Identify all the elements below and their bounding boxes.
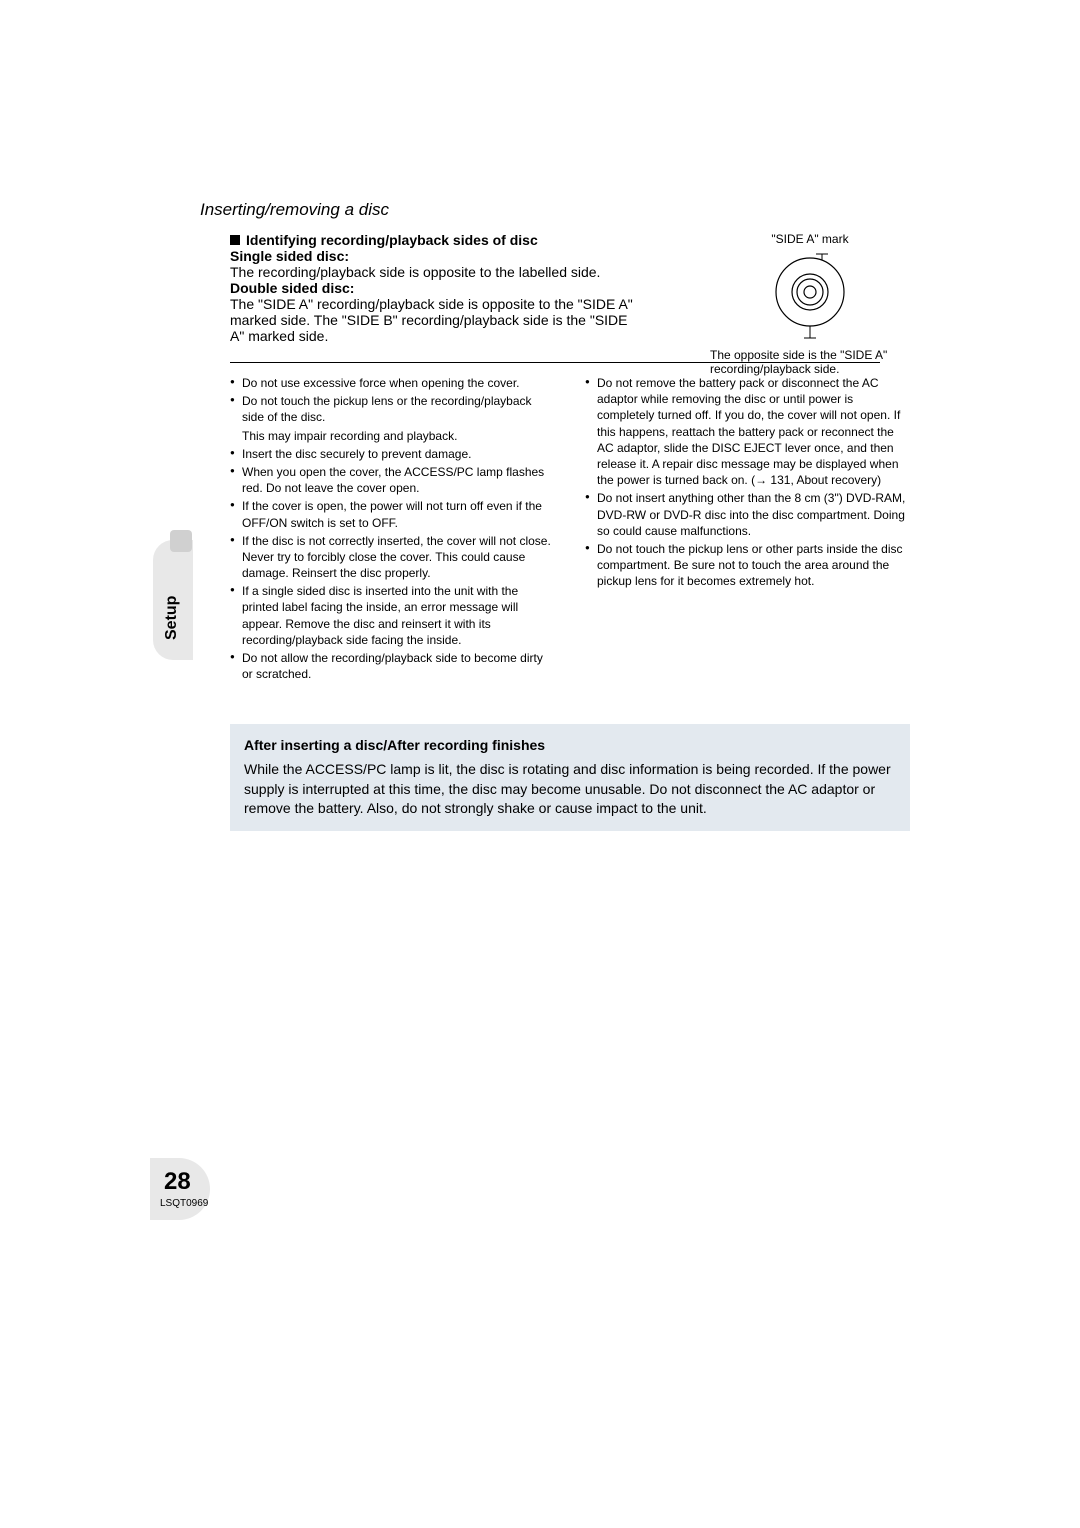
page-title: Inserting/removing a disc	[200, 200, 910, 220]
bullet-square-icon	[230, 235, 240, 245]
right-column: Do not remove the battery pack or discon…	[585, 375, 910, 684]
bullet-item: Do not remove the battery pack or discon…	[585, 375, 910, 488]
bullet-item: When you open the cover, the ACCESS/PC l…	[230, 464, 555, 496]
page-content: Inserting/removing a disc Identifying re…	[0, 0, 1080, 831]
callout-title: After inserting a disc/After recording f…	[244, 736, 896, 756]
bullet-subline: This may impair recording and playback.	[230, 428, 555, 444]
bullet-item: Do not insert anything other than the 8 …	[585, 490, 910, 539]
left-column: Do not use excessive force when opening …	[230, 375, 555, 684]
section-heading: Identifying recording/playback sides of …	[230, 232, 640, 248]
bullet-item: If a single sided disc is inserted into …	[230, 583, 555, 648]
disc-icon	[770, 252, 850, 342]
top-section: Identifying recording/playback sides of …	[200, 232, 910, 344]
disc-figure: "SIDE A" mark The opposite side is the "…	[710, 232, 910, 376]
top-text-block: Identifying recording/playback sides of …	[200, 232, 640, 344]
page-number-badge: 28 LSQT0969	[150, 1158, 220, 1228]
bullet-item: Do not allow the recording/playback side…	[230, 650, 555, 682]
bullet-item: Do not touch the pickup lens or the reco…	[230, 393, 555, 425]
callout-box: After inserting a disc/After recording f…	[230, 724, 910, 830]
figure-mark-label: "SIDE A" mark	[710, 232, 910, 246]
callout-body: While the ACCESS/PC lamp is lit, the dis…	[244, 760, 896, 819]
sidebar-marker	[170, 530, 192, 552]
bullet-item: If the cover is open, the power will not…	[230, 498, 555, 530]
single-sided-label: Single sided disc:	[230, 248, 640, 264]
bullet-item: If the disc is not correctly inserted, t…	[230, 533, 555, 582]
single-sided-text: The recording/playback side is opposite …	[230, 264, 640, 280]
page-code: LSQT0969	[160, 1198, 208, 1209]
bullet-item: Do not use excessive force when opening …	[230, 375, 555, 391]
bullet-item: Do not touch the pickup lens or other pa…	[585, 541, 910, 590]
sidebar-label: Setup	[163, 596, 181, 640]
double-sided-label: Double sided disc:	[230, 280, 640, 296]
heading-text: Identifying recording/playback sides of …	[246, 232, 538, 248]
bullet-item: Insert the disc securely to prevent dama…	[230, 446, 555, 462]
page-number: 28	[164, 1168, 191, 1196]
double-sided-text: The "SIDE A" recording/playback side is …	[230, 296, 640, 344]
figure-caption: The opposite side is the "SIDE A" record…	[710, 348, 910, 376]
bullet-columns: Do not use excessive force when opening …	[230, 375, 910, 684]
